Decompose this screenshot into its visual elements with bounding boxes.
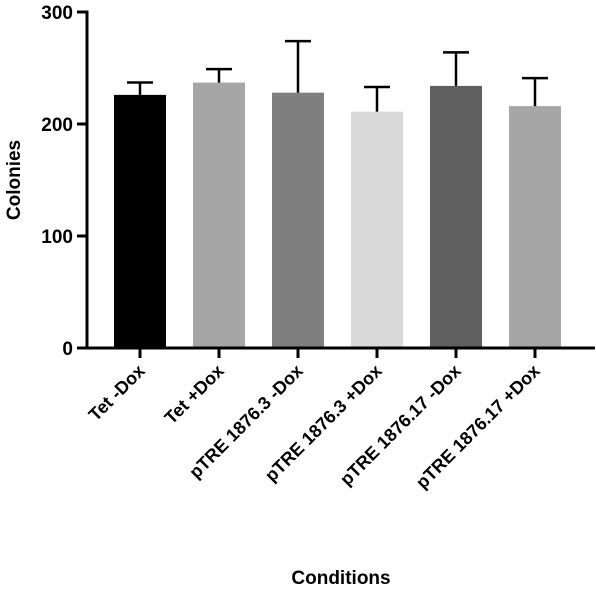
bar (114, 94, 166, 348)
bar (351, 111, 403, 349)
y-tick-label: 300 (41, 3, 73, 24)
y-axis-ticks: 0 100 200 300 (41, 3, 87, 360)
bars (114, 82, 561, 349)
y-tick-label: 200 (41, 115, 73, 136)
y-tick-label: 0 (62, 339, 73, 360)
bar (193, 82, 245, 348)
bar (272, 92, 324, 348)
error-bars (127, 39, 548, 112)
x-tick-label: Tet -Dox (85, 361, 149, 425)
bar (430, 85, 482, 349)
bar (509, 106, 561, 348)
y-tick-label: 100 (41, 227, 73, 248)
x-tick-label: Tet +Dox (161, 361, 228, 428)
y-axis-title: Colonies (4, 140, 25, 220)
x-axis-title: Conditions (291, 568, 390, 589)
